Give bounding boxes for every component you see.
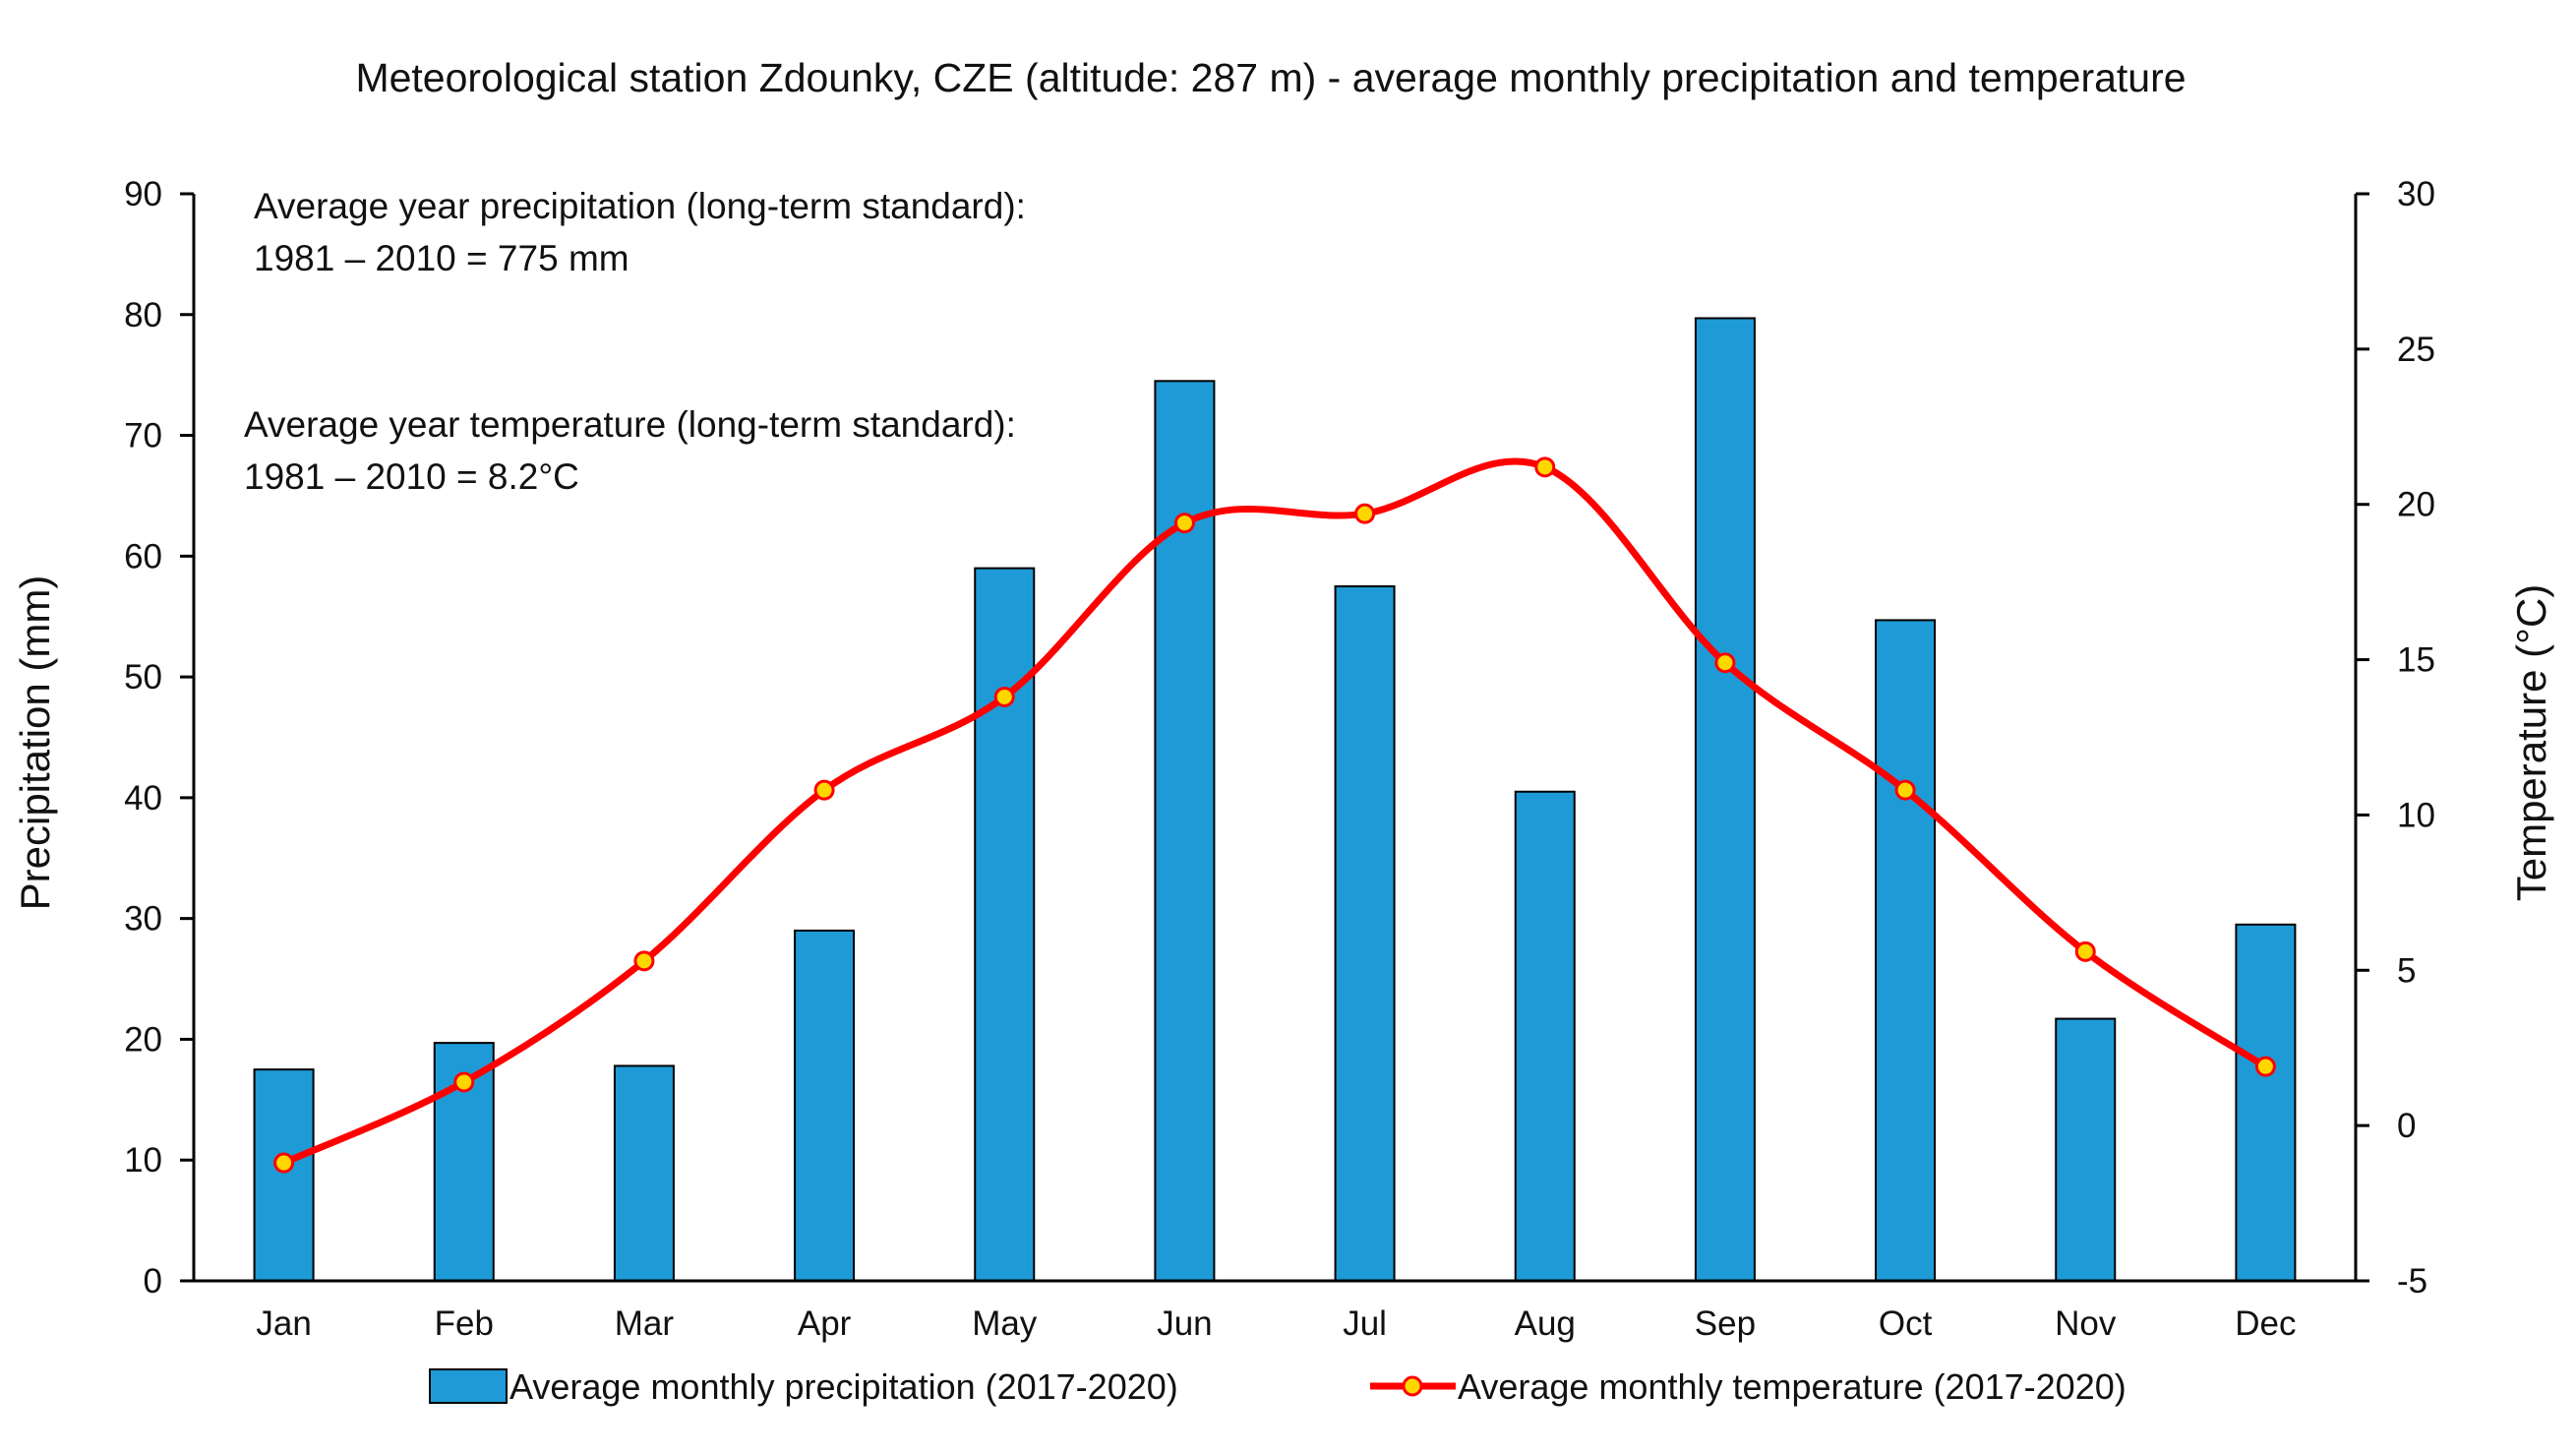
temperature-point-feb <box>455 1073 473 1091</box>
legend: Average monthly precipitation (2017-2020… <box>430 1366 2127 1407</box>
bar-jul <box>1336 586 1395 1281</box>
x-tick-label-oct: Oct <box>1879 1304 1933 1343</box>
legend-precipitation-swatch <box>430 1369 507 1403</box>
temperature-point-aug <box>1536 458 1554 476</box>
y-tick-label: 0 <box>144 1262 162 1301</box>
y-axis-right-tick-labels: -5 0 5 10 15 20 25 30 <box>2397 175 2435 1301</box>
temperature-point-jun <box>1175 515 1193 532</box>
y2-tick-label: 30 <box>2397 175 2435 213</box>
temperature-line-group <box>275 458 2275 1172</box>
y-axis-left-label: Precipitation (mm) <box>12 576 58 911</box>
chart-title: Meteorological station Zdounky, CZE (alt… <box>355 55 2186 100</box>
legend-temperature-label: Average monthly temperature (2017-2020) <box>1458 1366 2127 1407</box>
y-tick-label: 90 <box>124 175 162 213</box>
x-tick-label-aug: Aug <box>1515 1304 1576 1343</box>
temperature-point-jan <box>275 1154 293 1172</box>
y-axis-right-label: Temperature (°C) <box>2508 584 2554 902</box>
y2-tick-label: 0 <box>2397 1107 2416 1145</box>
x-tick-label-jun: Jun <box>1157 1304 1212 1343</box>
x-tick-label-may: May <box>972 1304 1038 1343</box>
bar-nov <box>2056 1019 2115 1281</box>
annotations: Average year precipitation (long-term st… <box>244 186 1026 497</box>
y-tick-label: 40 <box>124 779 162 818</box>
x-tick-label-jan: Jan <box>256 1304 311 1343</box>
x-tick-label-feb: Feb <box>435 1304 494 1343</box>
bar-aug <box>1516 792 1575 1281</box>
y-axis-left-tick-labels: 0 10 20 30 40 50 60 70 80 90 <box>124 175 162 1301</box>
temperature-point-dec <box>2256 1058 2274 1075</box>
y-tick-label: 80 <box>124 296 162 334</box>
temperature-point-mar <box>635 952 653 970</box>
temperature-line <box>284 461 2266 1163</box>
temperature-point-may <box>995 688 1013 705</box>
y-tick-label: 50 <box>124 658 162 697</box>
annotation-temperature-line-1: Average year temperature (long-term stan… <box>244 404 1016 445</box>
bar-jan <box>255 1069 314 1281</box>
temperature-point-nov <box>2076 942 2094 960</box>
annotation-temperature-line-2: 1981 – 2010 = 8.2°C <box>244 456 579 497</box>
temperature-point-jul <box>1356 505 1374 522</box>
bar-oct <box>1876 620 1935 1281</box>
bar-mar <box>615 1065 674 1281</box>
legend-precipitation-label: Average monthly precipitation (2017-2020… <box>509 1366 1178 1407</box>
x-tick-label-mar: Mar <box>615 1304 675 1343</box>
y2-tick-label: 10 <box>2397 796 2435 834</box>
temperature-point-apr <box>815 781 833 799</box>
axes <box>180 194 2369 1281</box>
x-tick-label-dec: Dec <box>2235 1304 2296 1343</box>
y2-tick-label: 15 <box>2397 641 2435 680</box>
y2-tick-label: 20 <box>2397 486 2435 524</box>
y-tick-label: 70 <box>124 417 162 455</box>
x-tick-label-jul: Jul <box>1343 1304 1387 1343</box>
y-tick-label: 20 <box>124 1020 162 1059</box>
bar-dec <box>2236 925 2295 1281</box>
annotation-precipitation-line-1: Average year precipitation (long-term st… <box>254 186 1026 226</box>
bar-apr <box>795 931 854 1281</box>
x-tick-label-apr: Apr <box>798 1304 852 1343</box>
x-tick-label-sep: Sep <box>1695 1304 1756 1343</box>
bar-sep <box>1696 318 1755 1281</box>
y2-tick-label: -5 <box>2397 1262 2427 1301</box>
y2-tick-label: 25 <box>2397 331 2435 369</box>
x-tick-label-nov: Nov <box>2055 1304 2117 1343</box>
legend-temperature-marker <box>1404 1377 1421 1395</box>
x-axis-tick-labels: Jan Feb Mar Apr May Jun Jul Aug Sep Oct Nov Dec <box>256 1304 2296 1343</box>
temperature-point-oct <box>1896 781 1914 799</box>
y2-tick-label: 5 <box>2397 951 2416 990</box>
y-tick-label: 10 <box>124 1141 162 1180</box>
temperature-point-sep <box>1716 654 1734 672</box>
annotation-precipitation-line-2: 1981 – 2010 = 775 mm <box>254 238 629 278</box>
y-tick-label: 30 <box>124 900 162 939</box>
y-tick-label: 60 <box>124 537 162 576</box>
